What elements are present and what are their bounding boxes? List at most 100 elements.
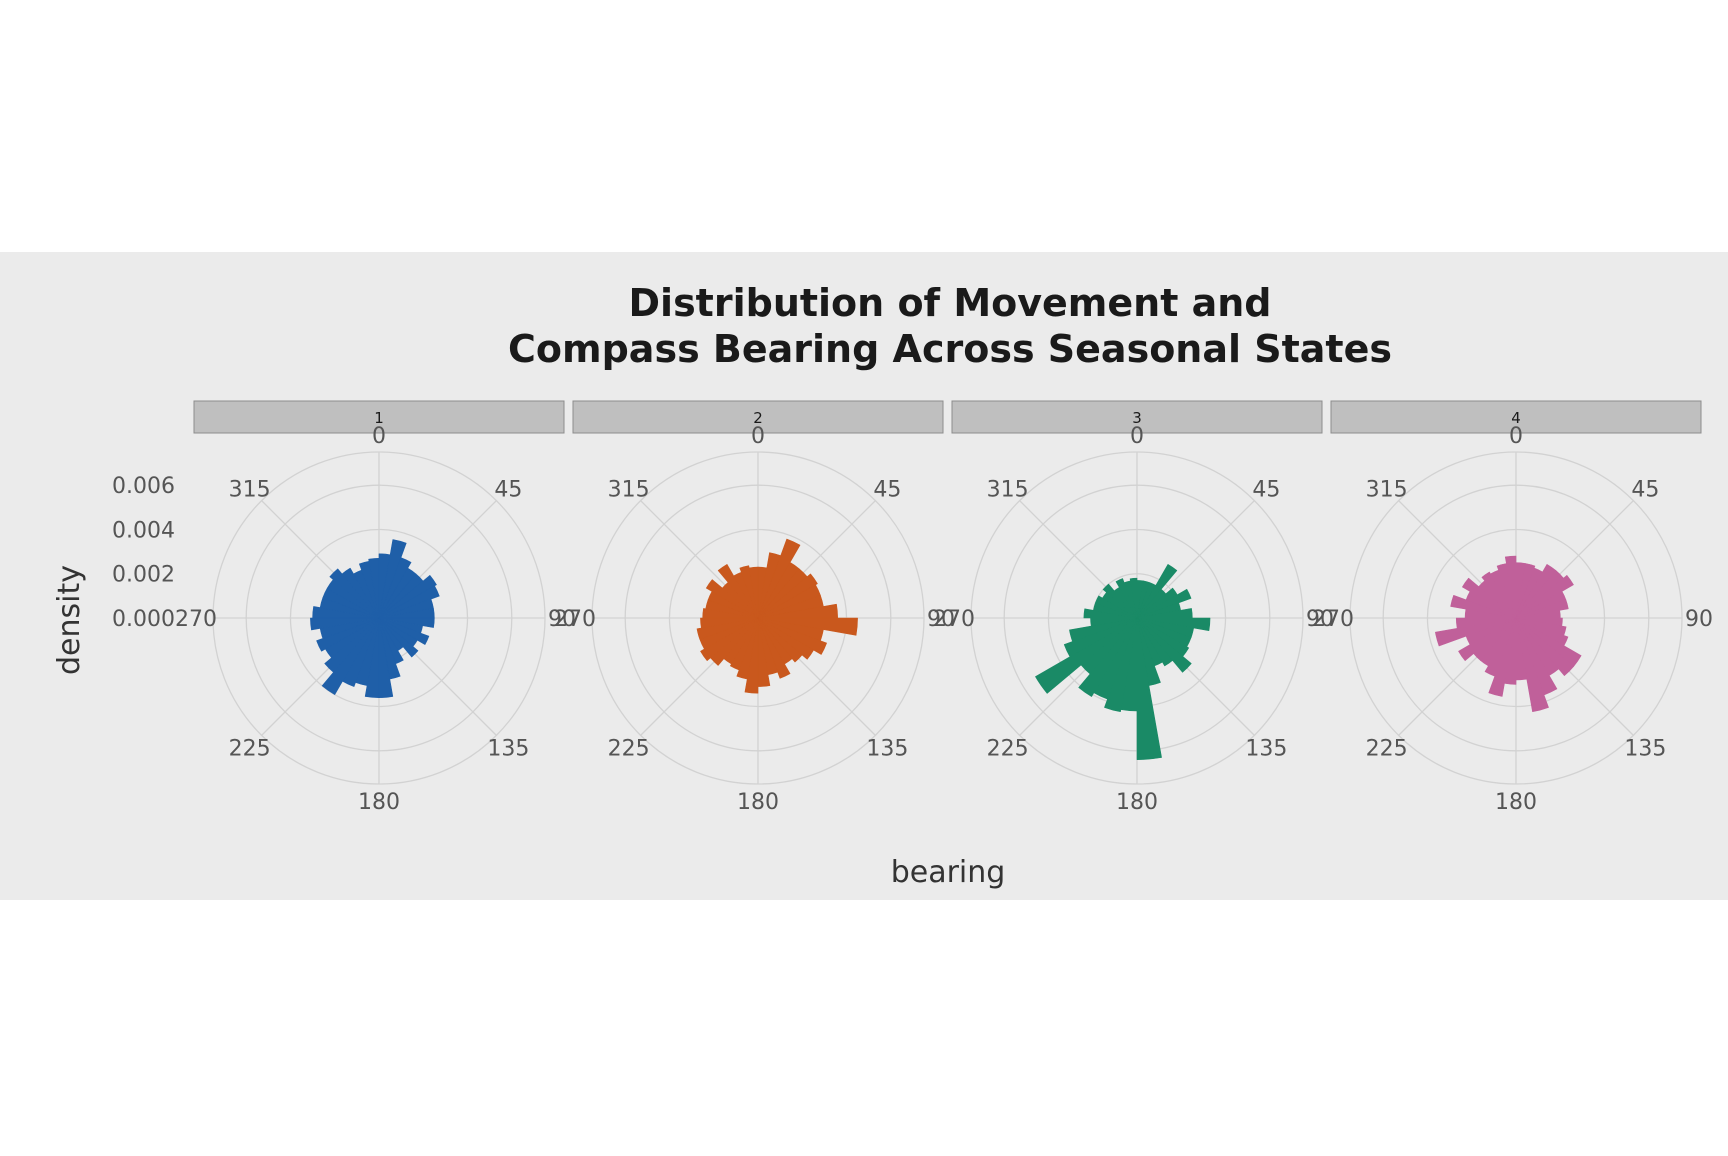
- rose-bar: [705, 579, 759, 619]
- rose-bar: [757, 617, 814, 660]
- facet-strip: [1330, 400, 1702, 434]
- bearing-tick-label: 315: [229, 478, 271, 503]
- bearing-tick-label: 0: [1509, 424, 1523, 449]
- facet-strip: [572, 400, 944, 434]
- rose-bar: [748, 566, 759, 619]
- rose-bar: [757, 538, 801, 619]
- rose-bar: [1515, 575, 1574, 619]
- facet-strip: [193, 400, 565, 434]
- y-tick-label: 0.004: [112, 518, 175, 543]
- y-tick-label: 0.000: [112, 607, 175, 632]
- rose-bar: [1136, 617, 1192, 673]
- rose-bar: [1129, 577, 1138, 619]
- y-axis-title: density: [52, 565, 87, 675]
- rose-bar: [1063, 617, 1138, 658]
- bearing-tick-label: 90: [1306, 607, 1334, 632]
- rose-bar: [700, 617, 759, 661]
- x-axis-title: bearing: [891, 855, 1006, 890]
- rose-bar: [1102, 583, 1138, 619]
- rose-bar: [378, 617, 419, 658]
- rose-bar: [757, 617, 803, 663]
- rose-bar: [757, 617, 791, 679]
- rose-bar: [1504, 555, 1517, 619]
- plot-background: [0, 252, 1728, 900]
- rose-bar: [1136, 617, 1173, 667]
- rose-bar: [1488, 617, 1517, 697]
- bearing-tick-label: 270: [933, 607, 975, 632]
- y-axis-ticks: 0.000 0.002 0.004 0.006: [112, 474, 175, 632]
- rose-bar: [1035, 617, 1138, 694]
- rose-bar: [378, 575, 437, 619]
- rose-bar: [1458, 617, 1517, 661]
- bearing-tick-label: 90: [927, 607, 955, 632]
- bearing-tick-label: 45: [1252, 478, 1280, 503]
- rose-bar: [1515, 617, 1549, 713]
- rose-bar: [341, 567, 380, 619]
- rose-bar: [1515, 599, 1569, 619]
- rose-bar: [321, 617, 380, 695]
- rose-bar: [1136, 564, 1178, 619]
- rose-bar: [1136, 617, 1162, 760]
- rose-bar: [329, 568, 380, 619]
- rose-bar: [696, 617, 759, 640]
- bearing-tick-label: 270: [1312, 607, 1354, 632]
- bearing-tick-label: 90: [548, 607, 576, 632]
- facet-strip: [951, 400, 1323, 434]
- bearing-tick-label: 180: [737, 790, 779, 815]
- bearing-tick-label: 315: [1366, 478, 1408, 503]
- rose-bar: [1136, 588, 1192, 619]
- rose-bar: [717, 564, 759, 619]
- facet-panels: 1045901351802252703152045901351802252703…: [175, 400, 1713, 815]
- rose-bar: [700, 617, 759, 629]
- rose-bar: [739, 565, 759, 619]
- rose-bar: [1462, 577, 1517, 619]
- rose-bar: [1435, 617, 1517, 647]
- bearing-tick-label: 135: [1624, 736, 1666, 761]
- facet-strip-label: 2: [753, 409, 763, 427]
- bearing-tick-label: 225: [608, 736, 650, 761]
- rose-bar: [1481, 571, 1517, 619]
- bearing-tick-label: 270: [175, 607, 217, 632]
- bearing-tick-label: 315: [608, 478, 650, 503]
- facet-panel-2: 20 45 90 135 180 225 270 315: [554, 400, 955, 815]
- bearing-tick-label: 270: [554, 607, 596, 632]
- bearing-tick-label: 45: [873, 478, 901, 503]
- rose-bar: [1115, 578, 1138, 619]
- rose-bar: [368, 557, 380, 619]
- rose-bar: [378, 539, 407, 619]
- bearing-tick-label: 135: [1245, 736, 1287, 761]
- rose-bar: [316, 617, 380, 652]
- rose-bar: [378, 585, 440, 619]
- facet-panel-1: 10 45 90 135 180 225 270 315: [175, 400, 576, 815]
- rose-bar: [1515, 617, 1574, 676]
- bearing-tick-label: 135: [487, 736, 529, 761]
- bearing-tick-label: 0: [751, 424, 765, 449]
- rose-bar: [1484, 617, 1517, 677]
- bearing-tick-label: 0: [372, 424, 386, 449]
- rose-bar: [378, 557, 412, 619]
- y-tick-label: 0.006: [112, 474, 175, 499]
- bearing-tick-label: 225: [229, 736, 271, 761]
- facet-strip-label: 3: [1132, 409, 1142, 427]
- rose-bar: [1069, 617, 1138, 642]
- facet-panel-4: 40 45 90 135 180 225 270 315: [1312, 400, 1713, 815]
- facet-strip-label: 1: [374, 409, 384, 427]
- bearing-tick-label: 225: [1366, 736, 1408, 761]
- rose-bar: [757, 617, 827, 655]
- rose-bar: [1104, 617, 1138, 713]
- facet-panel-3: 30 45 90 135 180 225 270 315: [933, 400, 1334, 815]
- bearing-tick-label: 90: [1685, 607, 1713, 632]
- rose-bar: [1095, 595, 1138, 619]
- bearing-tick-label: 180: [1495, 790, 1537, 815]
- chart-title-line-1: Distribution of Movement and: [629, 281, 1272, 325]
- rose-bar: [1455, 617, 1517, 629]
- rose-bar: [730, 617, 759, 671]
- rose-bar: [310, 617, 380, 631]
- facet-strip-label: 4: [1511, 409, 1521, 427]
- bearing-tick-label: 135: [866, 736, 908, 761]
- bearing-tick-label: 315: [987, 478, 1029, 503]
- bearing-tick-label: 180: [1116, 790, 1158, 815]
- bearing-tick-label: 0: [1130, 424, 1144, 449]
